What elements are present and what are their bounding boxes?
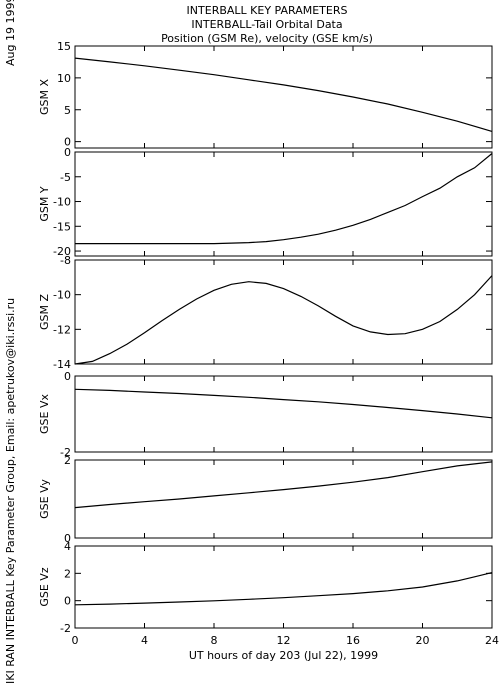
xtick-label: 20 [416, 634, 430, 647]
xtick-label: 12 [277, 634, 291, 647]
xtick-label: 0 [72, 634, 79, 647]
panel-3-ytick-label: -10 [53, 289, 71, 302]
panel-2-ytick-label: -20 [53, 245, 71, 258]
panel-2-ytick-label: 0 [64, 146, 71, 159]
panel-4-ytick-label: -2 [60, 446, 71, 459]
panel-2-ytick-label: -5 [60, 171, 71, 184]
panel-6-ytick-label: 2 [64, 567, 71, 580]
panel-3-ytick-label: -14 [53, 358, 71, 371]
title-line-2: INTERBALL-Tail Orbital Data [191, 18, 343, 31]
panel-3-frame [74, 259, 493, 365]
panel-1-ylabel: GSM X [38, 79, 51, 115]
panel-1-frame [74, 45, 493, 149]
xtick-label: 16 [346, 634, 360, 647]
panel-1-series-line [74, 57, 493, 132]
panel-5-ytick-label: 0 [64, 532, 71, 545]
panel-5-ytick-label: 2 [64, 454, 71, 467]
xtick-label: 8 [211, 634, 218, 647]
panel-1-ytick-label: 10 [57, 72, 71, 85]
panel-2-series-line [75, 153, 493, 245]
panel-2-ylabel: GSM Y [38, 186, 51, 221]
panel-2-ytick-label: -15 [53, 220, 71, 233]
panel-6-frame [74, 545, 493, 629]
x-axis-label: UT hours of day 203 (Jul 22), 1999 [189, 649, 378, 662]
panel-4-frame [74, 375, 493, 453]
panel-5-series-line [74, 461, 493, 509]
panel-2-ytick-label: -10 [53, 196, 71, 209]
panel-5-ylabel: GSE Vy [38, 479, 51, 519]
panel-4-ylabel: GSE Vx [38, 394, 51, 434]
panel-3-series-line [74, 275, 493, 365]
panel-1-ytick-label: 15 [57, 40, 71, 53]
xtick-label: 24 [485, 634, 499, 647]
panel-3-ylabel: GSM Z [38, 294, 51, 330]
xtick-label: 4 [141, 634, 148, 647]
panel-6-series-line [74, 572, 493, 606]
panel-3-ytick-label: -8 [60, 254, 71, 267]
panel-1-ytick-label: 0 [64, 136, 71, 149]
panel-2-frame [74, 151, 493, 257]
panel-1-ytick-label: 5 [64, 104, 71, 117]
panel-4-series-line [74, 388, 493, 419]
panel-6-ylabel: GSE Vz [38, 567, 51, 606]
title-line-1: INTERBALL KEY PARAMETERS [186, 4, 348, 17]
panel-4-ytick-label: 0 [64, 370, 71, 383]
panel-6-ytick-label: 4 [64, 540, 71, 553]
panel-3-ytick-label: -12 [53, 323, 71, 336]
title-line-3: Position (GSM Re), velocity (GSE km/s) [161, 32, 373, 45]
panel-5-frame [74, 459, 493, 539]
panel-6-ytick-label: -2 [60, 622, 71, 635]
panel-6-ytick-label: 0 [64, 595, 71, 608]
